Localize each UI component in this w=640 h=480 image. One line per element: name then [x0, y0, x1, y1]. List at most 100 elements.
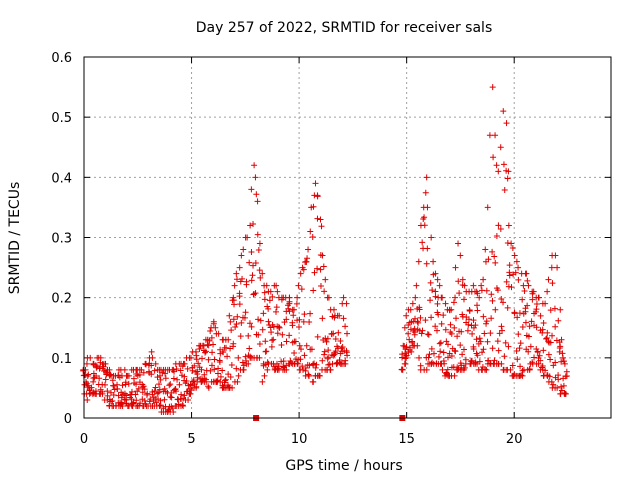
data-point [240, 246, 247, 253]
data-point [244, 234, 251, 241]
data-point [243, 281, 250, 288]
data-point [514, 314, 521, 321]
data-point [268, 343, 275, 350]
data-point [252, 259, 259, 266]
data-point [242, 309, 249, 316]
data-point [227, 373, 234, 380]
data-point [295, 282, 302, 289]
data-point [181, 392, 188, 399]
data-point [202, 376, 209, 383]
data-point [552, 252, 559, 259]
data-point [460, 365, 467, 372]
data-point [482, 246, 489, 253]
data-point [438, 320, 445, 327]
data-point [561, 360, 568, 367]
data-point [332, 349, 339, 356]
data-point [540, 319, 547, 326]
data-point [313, 361, 320, 368]
data-point [248, 323, 255, 330]
data-point [337, 337, 344, 344]
data-point [527, 343, 534, 350]
data-point [319, 315, 326, 322]
data-point [515, 264, 522, 271]
data-point [157, 397, 164, 404]
data-point [290, 312, 297, 319]
data-point [500, 161, 507, 168]
data-point [500, 108, 507, 115]
data-point [177, 367, 184, 374]
data-point [555, 317, 562, 324]
data-point [263, 282, 270, 289]
data-point [545, 351, 552, 358]
data-point [119, 382, 126, 389]
data-point [420, 215, 427, 222]
data-point [129, 400, 136, 407]
data-point [199, 355, 206, 362]
data-point [472, 359, 479, 366]
data-point [316, 372, 323, 379]
data-point [133, 381, 140, 388]
data-point [407, 306, 414, 313]
data-point [151, 367, 158, 374]
data-point [328, 351, 335, 358]
data-point [519, 372, 526, 379]
data-point [521, 288, 528, 295]
data-point [156, 402, 163, 409]
data-point [544, 329, 551, 336]
data-point [250, 262, 257, 269]
x-tick-label: 5 [187, 432, 195, 447]
data-point [537, 312, 544, 319]
data-point [560, 382, 567, 389]
data-point [524, 302, 531, 309]
data-point [85, 371, 92, 378]
data-point [492, 132, 499, 139]
data-point [493, 162, 500, 169]
data-point [343, 300, 350, 307]
data-point [193, 352, 200, 359]
data-point [524, 277, 531, 284]
data-point [444, 354, 451, 361]
data-point [286, 298, 293, 305]
data-point [216, 359, 223, 366]
data-point [125, 372, 132, 379]
data-point [457, 252, 464, 259]
data-point [509, 362, 516, 369]
data-point [441, 360, 448, 367]
data-point [306, 362, 313, 369]
data-point [162, 375, 169, 382]
data-point [317, 216, 324, 223]
data-point [171, 368, 178, 375]
data-point [115, 392, 122, 399]
data-point [425, 331, 432, 338]
data-point [202, 348, 209, 355]
data-point [161, 396, 168, 403]
data-point [294, 360, 301, 367]
data-point [255, 331, 262, 338]
data-point [414, 318, 421, 325]
data-point [256, 240, 263, 247]
data-point [246, 345, 253, 352]
data-point [506, 262, 513, 269]
data-point [206, 337, 213, 344]
data-point [257, 274, 264, 281]
data-point [515, 276, 522, 283]
data-point [421, 222, 428, 229]
data-point [259, 326, 266, 333]
data-point [535, 360, 542, 367]
data-point [415, 258, 422, 265]
data-point [495, 347, 502, 354]
data-point [398, 366, 405, 373]
data-point [444, 341, 451, 348]
data-point [447, 321, 454, 328]
data-point [85, 382, 92, 389]
data-point [515, 331, 522, 338]
data-point [254, 231, 261, 238]
data-point [544, 288, 551, 295]
data-point [423, 260, 430, 267]
data-point [296, 316, 303, 323]
data-point [402, 353, 409, 360]
data-point [434, 327, 441, 334]
data-point [483, 320, 490, 327]
data-point [558, 383, 565, 390]
data-point [464, 327, 471, 334]
